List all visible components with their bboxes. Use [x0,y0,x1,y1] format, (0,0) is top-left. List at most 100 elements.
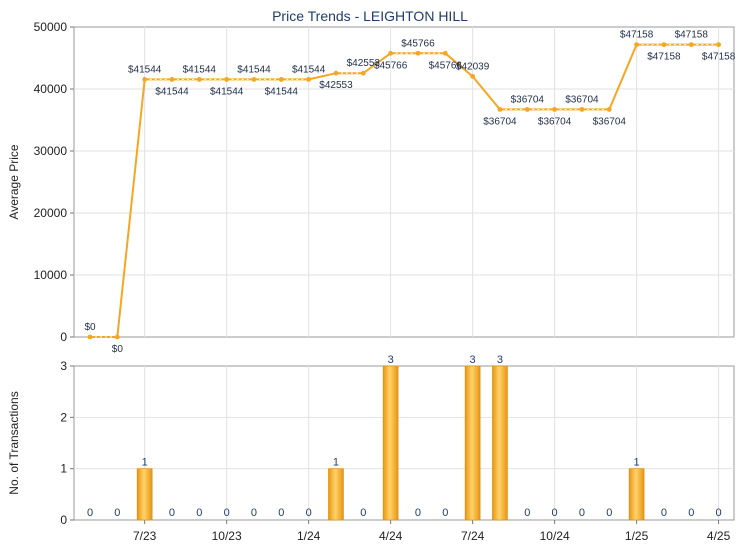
transactions-bar-label: 3 [497,354,503,366]
price-point [606,107,612,112]
price-point-label: $41544 [237,64,271,75]
price-point-label: $41544 [128,64,162,75]
transactions-bar-label: 0 [442,507,448,519]
x-tick-label: 7/23 [133,529,157,543]
transactions-bar-label: 0 [524,507,530,519]
price-y-tick-label: 0 [60,330,67,344]
transactions-bar [464,365,481,521]
transactions-bar-label: 0 [278,507,284,519]
price-point [579,107,585,112]
price-point [552,107,558,112]
x-tick-label: 10/23 [212,529,242,543]
price-point-label: $42039 [456,61,490,72]
x-tick-label: 1/24 [297,529,321,543]
price-series-line [90,43,719,338]
x-tick-label: 4/24 [379,529,403,543]
price-point-label: $36704 [511,94,545,105]
price-point [661,42,667,48]
price-y-tick-label: 30000 [34,144,68,158]
price-point [388,50,394,56]
transactions-bar-label: 0 [114,507,120,519]
transactions-bar-label: 0 [169,507,175,519]
transactions-y-tick-label: 0 [60,513,67,527]
price-point [716,42,721,48]
price-point [196,77,202,82]
price-point [524,107,530,112]
price-point [224,77,230,82]
transactions-bar [328,468,344,521]
transactions-bar-label: 0 [688,507,694,519]
transactions-bar [382,365,399,521]
price-point [634,42,639,48]
price-point [470,73,476,79]
price-y-tick-label: 40000 [34,82,68,96]
transactions-plot-area [73,365,735,521]
transactions-plot: 0 1 2 3 7/23 10/23 1/24 4/24 7/24 10/24 1/25 4/25 0 0… [60,354,735,543]
price-point [306,77,312,82]
price-point-label: $36704 [593,116,627,127]
price-point [87,334,93,340]
price-plot: 0 10000 20000 30000 40000 50000 $0 $0 $41544 $415… [34,20,736,355]
price-point-label: $45766 [374,60,408,71]
transactions-bar [628,468,645,521]
transactions-y-axis-label: No. of Transactions [7,391,21,494]
price-point [278,77,284,82]
price-point [497,107,503,112]
x-tick-label: 10/24 [540,529,570,543]
transactions-bar-label: 3 [388,354,394,366]
price-y-axis-label: Average Price [7,144,21,219]
price-point-label: $42553 [319,80,353,91]
transactions-bar-label: 0 [606,507,612,519]
price-point-label: $47158 [647,52,681,63]
price-point-label: $42553 [347,58,381,69]
transactions-bar-label: 0 [579,507,585,519]
price-point [442,50,448,56]
price-point [415,50,421,56]
transactions-bar-label: 0 [251,507,257,519]
transactions-bar-label: 0 [224,507,230,519]
price-point-label: $36704 [483,116,517,127]
x-tick-label: 7/24 [461,529,485,543]
transactions-bar-label: 1 [634,457,640,469]
price-point-label: $0 [84,322,96,333]
transactions-bar-label: 0 [87,507,93,519]
price-point-label: $36704 [565,94,599,105]
price-point-label: $41544 [183,64,217,75]
price-point [114,334,120,340]
price-point [251,77,257,82]
price-point-label: $41544 [265,86,299,97]
transactions-bar-label: 0 [196,507,202,519]
price-point [688,42,694,48]
transactions-bar-label: 1 [333,457,339,469]
transactions-y-tick-label: 2 [60,410,67,424]
transactions-bar [136,468,153,521]
price-point-label: $41544 [155,86,189,97]
transactions-y-tick-label: 1 [60,462,67,476]
price-point-label: $47158 [702,52,736,63]
price-point [169,77,175,82]
price-y-tick-label: 50000 [34,20,68,34]
price-point-label: $36704 [538,116,572,127]
price-point-label: $47158 [620,30,654,41]
price-plot-area [73,26,735,338]
price-y-tick-label: 10000 [34,268,68,282]
price-point-label: $41544 [210,86,244,97]
transactions-bar-label: 1 [142,457,148,469]
price-point [142,77,148,82]
price-point-label: $0 [112,344,124,355]
price-point [333,70,339,76]
transactions-bar [492,365,508,521]
price-point-label: $41544 [292,64,326,75]
chart-title: Price Trends - LEIGHTON HILL [272,8,468,24]
transactions-bar-label: 0 [306,507,312,519]
transactions-bar-label: 0 [360,507,366,519]
transactions-bar-label: 3 [470,354,476,366]
transactions-bar-label: 0 [716,507,722,519]
transactions-bar-label: 0 [661,507,667,519]
price-point-label: $45766 [429,60,463,71]
price-point-label: $47158 [675,30,709,41]
price-point [360,70,366,76]
x-tick-label: 1/25 [625,529,649,543]
